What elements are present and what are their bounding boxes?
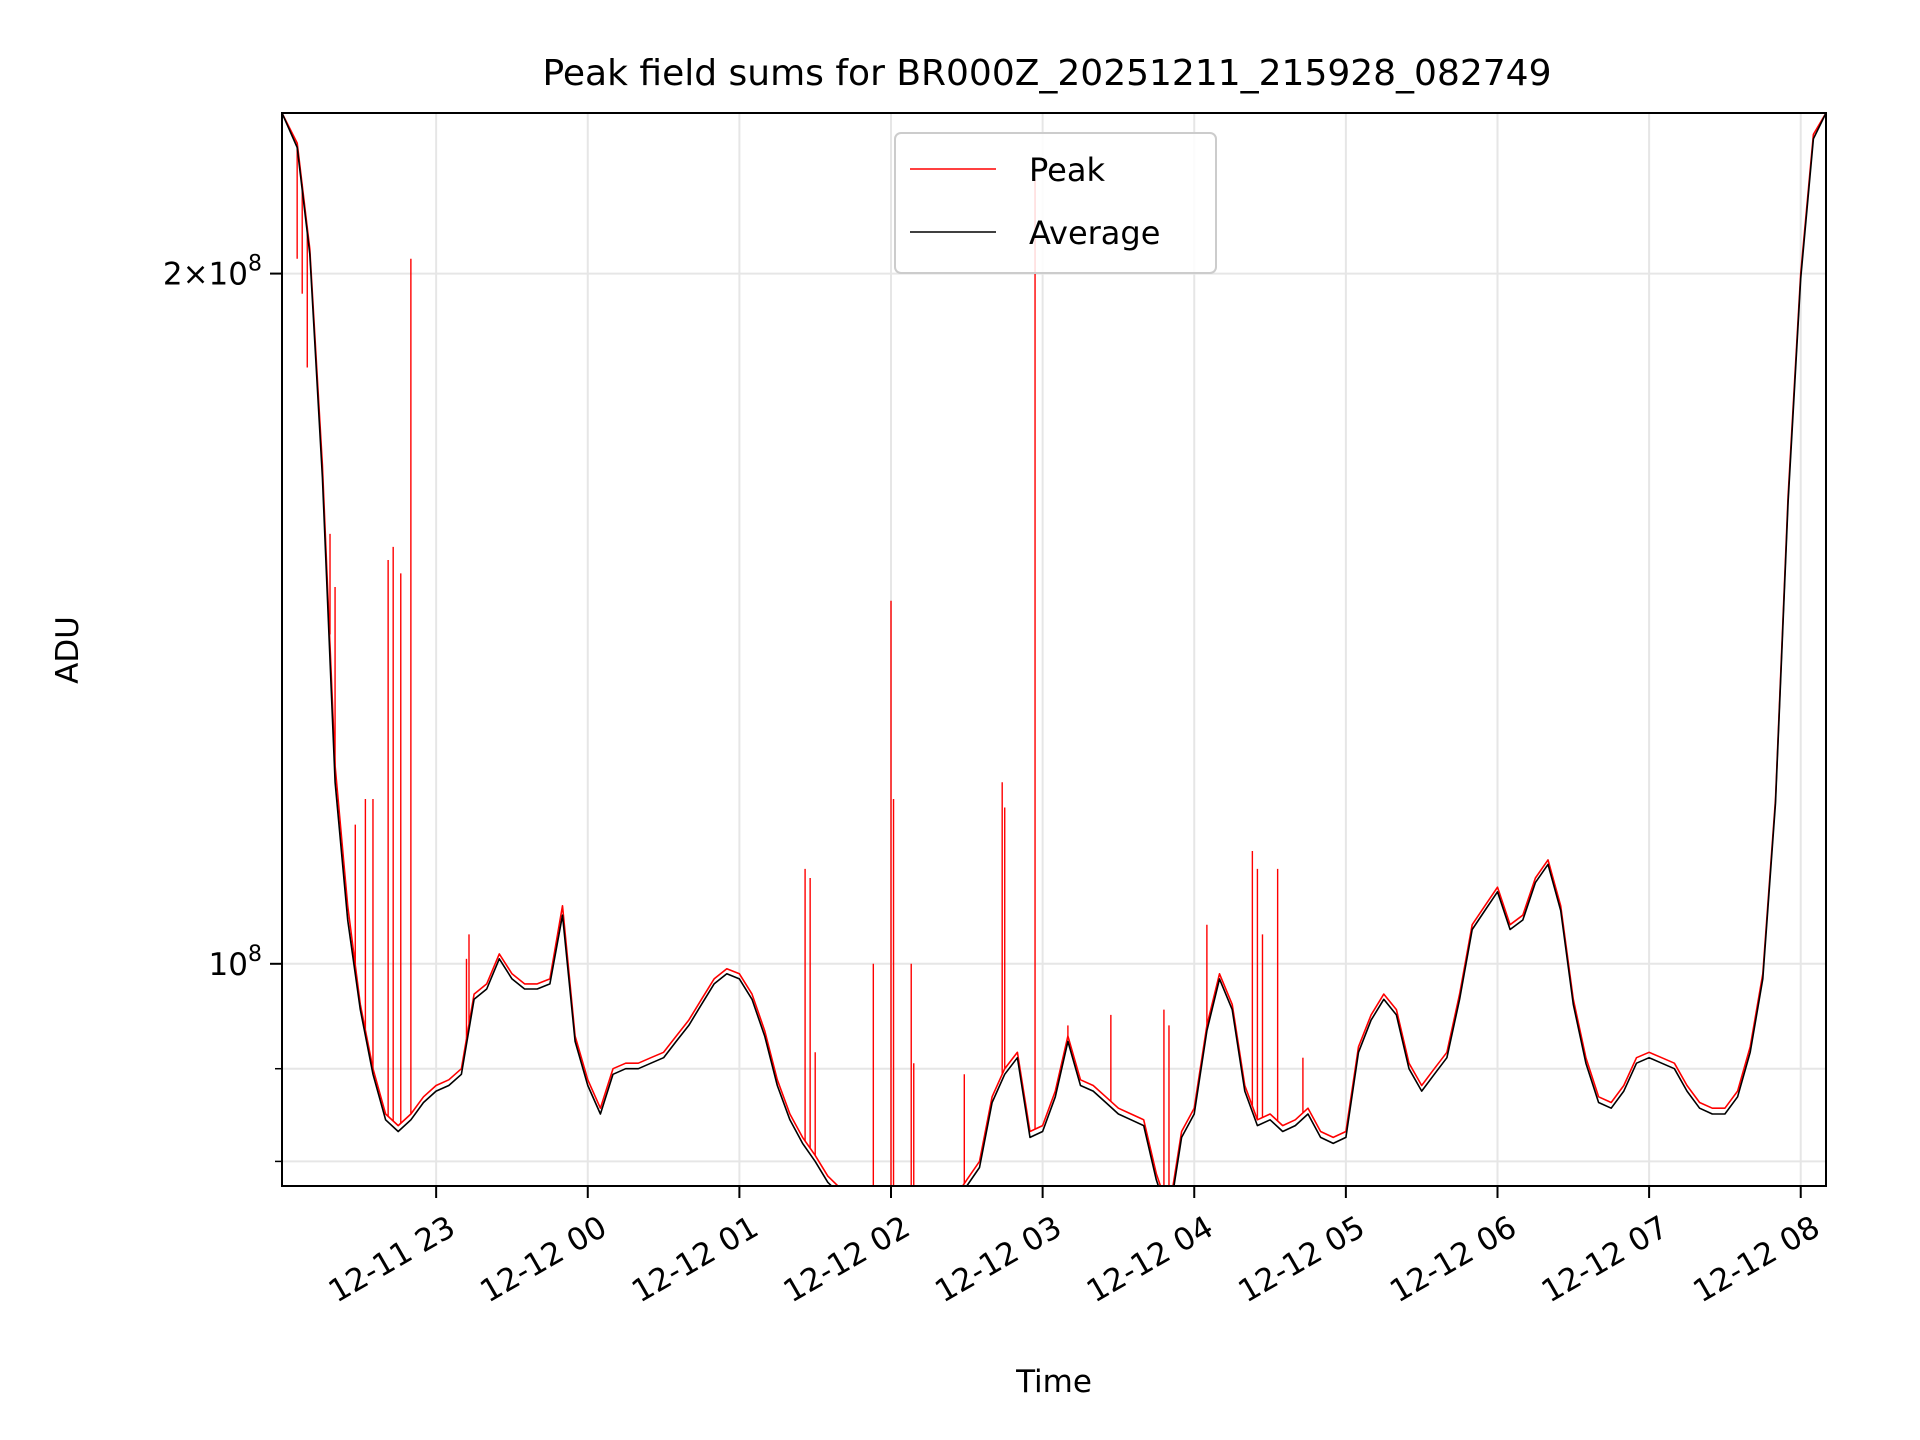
y-axis: 108 2×108	[163, 252, 282, 1163]
x-tick-label: 12-12 00	[474, 1209, 613, 1310]
grid	[282, 113, 1826, 1186]
legend-box	[894, 132, 1217, 274]
x-tick-label: 12-12 04	[1081, 1209, 1220, 1310]
x-tick-label: 12-12 03	[929, 1209, 1068, 1310]
x-tick-label: 12-11 23	[323, 1209, 462, 1310]
plot-frame	[281, 112, 1827, 1187]
chart-title: Peak field sums for BR000Z_20251211_2159…	[542, 53, 1551, 94]
y-tick-label: 108	[209, 942, 262, 983]
series-line-average	[282, 113, 1826, 1186]
series-line-peak	[282, 113, 1826, 1186]
x-tick-label: 12-12 01	[626, 1209, 765, 1310]
x-tick-label: 12-12 02	[777, 1209, 916, 1310]
x-axis: 12-11 23 12-12 00 12-12 01 12-12 02 12-12 03…	[323, 1186, 1826, 1310]
legend-peak-label: Peak	[1029, 151, 1105, 189]
plot-area	[282, 113, 1826, 1186]
x-tick-label: 12-12 07	[1536, 1209, 1675, 1310]
y-axis-label: ADU	[50, 616, 86, 684]
legend-average-label: Average	[1029, 214, 1160, 252]
x-axis-label: Time	[1015, 1364, 1092, 1400]
y-tick-label: 2×108	[163, 252, 262, 293]
x-tick-label: 12-12 05	[1232, 1209, 1371, 1310]
x-tick-label: 12-12 08	[1687, 1209, 1826, 1310]
legend: Peak Average	[894, 132, 1217, 274]
x-tick-label: 12-12 06	[1384, 1209, 1523, 1310]
